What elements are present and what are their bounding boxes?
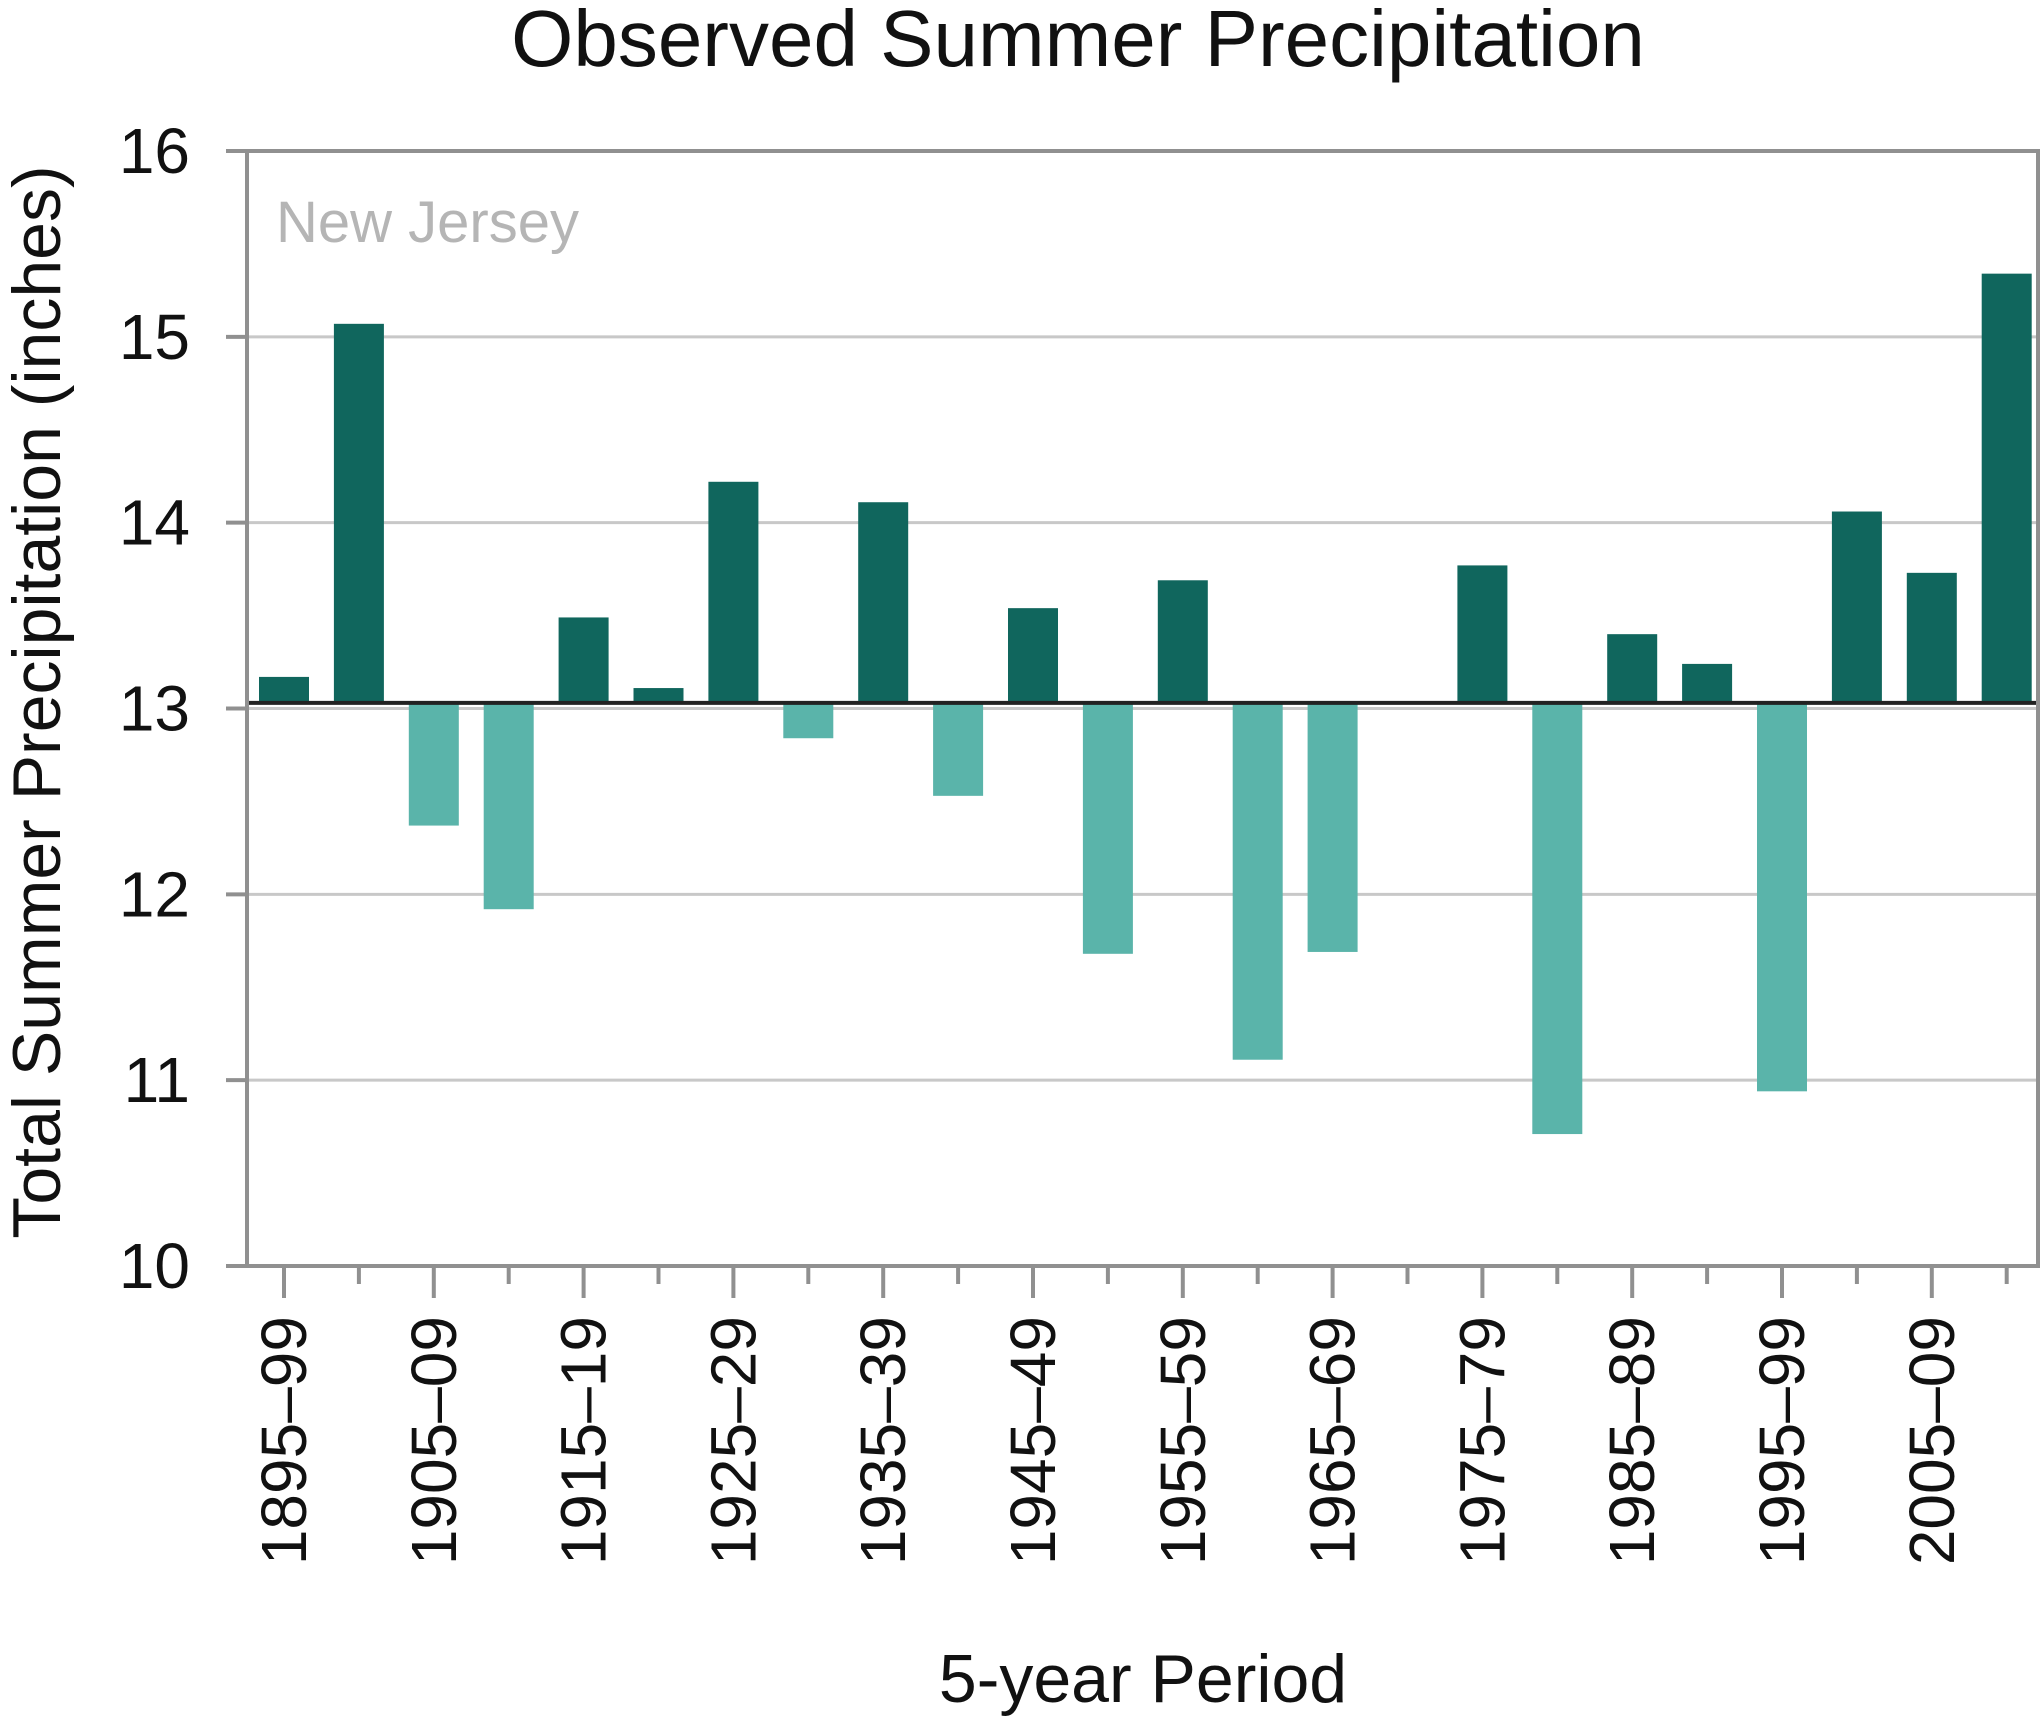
bar — [633, 688, 684, 703]
x-tick-label: 1925–29 — [697, 1316, 769, 1565]
x-tick-label: 1965–69 — [1297, 1316, 1369, 1565]
x-tick-label: 1895–99 — [248, 1316, 320, 1565]
y-tick-label: 11 — [124, 1044, 190, 1116]
chart-title: Observed Summer Precipitation — [511, 0, 1645, 83]
y-tick-label: 13 — [119, 673, 190, 745]
bar — [1232, 702, 1283, 1060]
x-tick-label: 1955–59 — [1147, 1316, 1219, 1565]
x-tick-label: 1905–09 — [398, 1316, 470, 1565]
gridlines — [247, 335, 2038, 1082]
bar — [858, 502, 909, 703]
y-tick-label: 10 — [119, 1230, 190, 1302]
bar — [1757, 702, 1807, 1092]
x-tick-label: 1935–39 — [847, 1316, 919, 1565]
x-axis-ticks: 1895–99 1905–09 1915–19 1925–29 1935–39 1945–… — [248, 1266, 2009, 1565]
x-tick-label: 1975–79 — [1446, 1316, 1518, 1565]
y-axis-label: Total Summer Precipitation (inches) — [0, 165, 75, 1238]
bar — [708, 481, 759, 703]
x-axis-label: 5-year Period — [939, 1641, 1347, 1717]
x-tick-label: 1995–99 — [1746, 1316, 1818, 1565]
y-axis-ticks: 10 11 12 13 14 15 16 — [119, 115, 247, 1302]
x-tick-label: 1915–19 — [548, 1316, 620, 1565]
bar — [1981, 273, 2032, 703]
bar — [1008, 608, 1058, 703]
bar — [483, 702, 534, 910]
x-tick-label: 2005–09 — [1896, 1316, 1968, 1565]
x-tick-label: 1985–89 — [1596, 1316, 1668, 1565]
bar — [1532, 702, 1583, 1135]
y-tick-label: 15 — [119, 301, 190, 373]
bar — [558, 617, 609, 703]
bar — [333, 323, 384, 703]
x-tick-label: 1945–49 — [997, 1316, 1069, 1565]
bar — [259, 676, 309, 703]
y-tick-label: 16 — [119, 115, 190, 187]
bar — [1457, 565, 1508, 703]
bar — [1307, 702, 1358, 952]
bar — [783, 702, 834, 739]
bar — [1831, 511, 1882, 703]
bars — [259, 273, 2032, 1135]
bar — [1157, 580, 1208, 703]
bar — [1682, 663, 1733, 703]
bar — [1082, 702, 1133, 954]
bar — [933, 702, 984, 796]
bar — [1607, 634, 1658, 703]
y-tick-label: 12 — [119, 858, 190, 930]
bar — [1906, 572, 1957, 703]
region-label: New Jersey — [276, 190, 579, 255]
bar — [408, 702, 459, 826]
y-tick-label: 14 — [119, 487, 190, 559]
